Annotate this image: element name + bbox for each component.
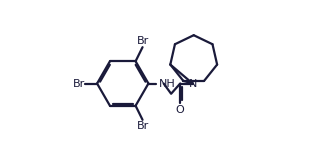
Text: NH: NH [159,78,176,89]
Text: O: O [176,105,185,115]
Text: N: N [188,78,197,89]
Text: Br: Br [136,36,149,46]
Text: Br: Br [136,121,149,131]
Text: Br: Br [72,78,85,89]
